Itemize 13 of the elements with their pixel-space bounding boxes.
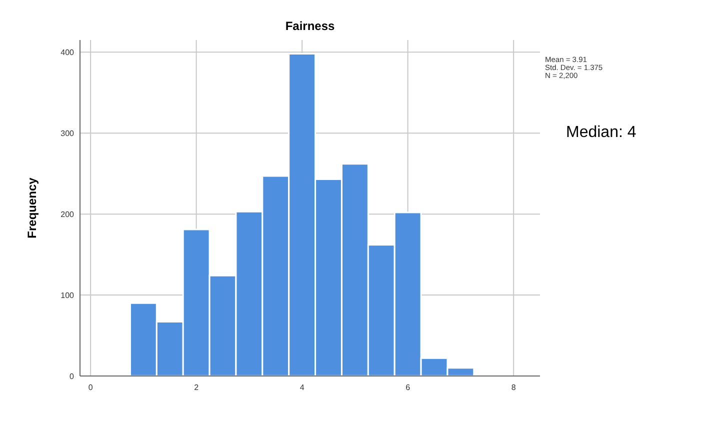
y-tick-label: 400 (60, 48, 75, 58)
y-axis-title: Frequency (25, 177, 39, 238)
y-tick-label: 300 (60, 129, 75, 138)
y-tick-label: 0 (70, 372, 75, 381)
y-tick-label: 200 (60, 210, 75, 220)
x-tick-label: 6 (406, 383, 411, 392)
x-tick-label: 0 (88, 383, 94, 392)
text: Median: 4 (566, 124, 636, 141)
chart-title: Fairness (285, 19, 336, 33)
x-tick-label: 4 (300, 383, 305, 392)
y-tick-label: 100 (60, 291, 75, 300)
x-tick-label: 2 (194, 383, 200, 392)
x-tick-label: 8 (511, 383, 516, 392)
